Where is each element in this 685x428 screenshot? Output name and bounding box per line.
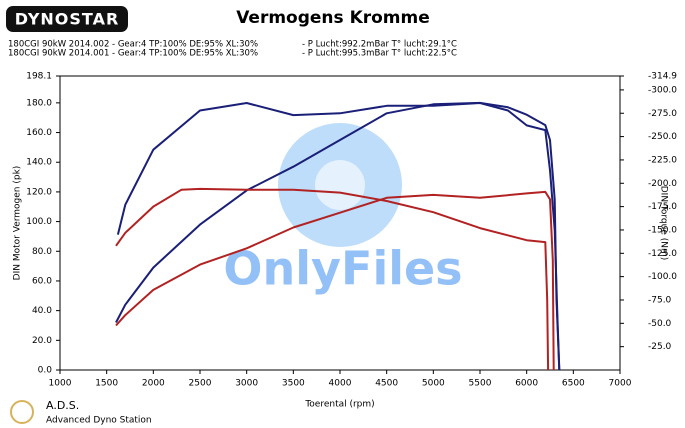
y-tick-label: 80.0 <box>32 247 52 257</box>
y2-tick-label: -300.0 <box>648 85 677 95</box>
info-line: 180CGI 90kW 2014.001 - Gear:4 TP:100% DE… <box>8 49 258 59</box>
y-tick-label: 60.0 <box>32 276 52 286</box>
x-tick-label: 5500 <box>469 379 492 389</box>
info-conditions: - P Lucht:992.2mBar T° lucht:29.1°C <box>302 40 457 50</box>
y-tick-label: 180.0 <box>26 98 52 108</box>
y2-tick-label: -100.0 <box>648 272 677 282</box>
x-tick-label: 3500 <box>282 379 305 389</box>
x-tick-label: 6000 <box>515 379 538 389</box>
x-tick-label: 4500 <box>375 379 398 389</box>
y2-tick-label: -275.0 <box>648 109 677 119</box>
y-axis-label: DIN Motor Vermogen (pk) <box>13 166 23 281</box>
y-tick-label: 120.0 <box>26 187 52 197</box>
x-tick-label: 6500 <box>562 379 585 389</box>
chart-title: Vermogens Kromme <box>236 8 430 28</box>
y2-tick-label: -125.0 <box>648 249 677 259</box>
x-tick-label: 4000 <box>329 379 352 389</box>
info-line: 180CGI 90kW 2014.002 - Gear:4 TP:100% DE… <box>8 40 258 50</box>
footer-brand: A.D.S. <box>46 399 79 412</box>
series-line <box>116 102 561 371</box>
y2-axis-label: DIN Torque (Nm) <box>659 186 669 261</box>
y2-tick-label: -25.0 <box>648 342 672 352</box>
y2-tick-label: -200.0 <box>648 179 677 189</box>
footer-logo <box>10 400 34 424</box>
y-tick-label: 100.0 <box>26 217 52 227</box>
x-axis-label: Toerental (rpm) <box>304 400 374 410</box>
x-tick-label: 7000 <box>609 379 632 389</box>
y2-tick-label: -175.0 <box>648 202 677 212</box>
y-tick-label: 198.1 <box>26 72 52 82</box>
logo-box <box>6 6 128 32</box>
y-tick-label: 140.0 <box>26 158 52 168</box>
x-tick-label: 1500 <box>95 379 118 389</box>
y-tick-label: 160.0 <box>26 128 52 138</box>
x-tick-label: 5000 <box>422 379 445 389</box>
watermark-logo <box>315 160 365 210</box>
y-tick-label: 40.0 <box>32 306 52 316</box>
series-line <box>115 101 561 371</box>
y2-tick-label: -50.0 <box>648 319 672 329</box>
footer-name: Advanced Dyno Station <box>46 416 152 426</box>
y2-tick-label: -75.0 <box>648 295 672 305</box>
y-tick-label: 20.0 <box>32 336 52 346</box>
watermark: OnlyFiles <box>223 242 462 296</box>
y2-tick-label: -250.0 <box>648 132 677 142</box>
y-tick-label: 0.0 <box>38 366 53 376</box>
x-tick-label: 3000 <box>235 379 258 389</box>
y2-tick-label: -225.0 <box>648 155 677 165</box>
x-tick-label: 1000 <box>49 379 72 389</box>
y2-tick-label: -314.9 <box>648 72 677 82</box>
y2-tick-label: -150.0 <box>648 225 677 235</box>
series-line <box>115 190 555 371</box>
x-tick-label: 2500 <box>189 379 212 389</box>
logo: DYNOSTAR <box>15 10 120 29</box>
info-conditions: - P Lucht:995.3mBar T° lucht:22.5°C <box>302 49 457 59</box>
series-line <box>115 187 550 371</box>
x-tick-label: 2000 <box>142 379 165 389</box>
